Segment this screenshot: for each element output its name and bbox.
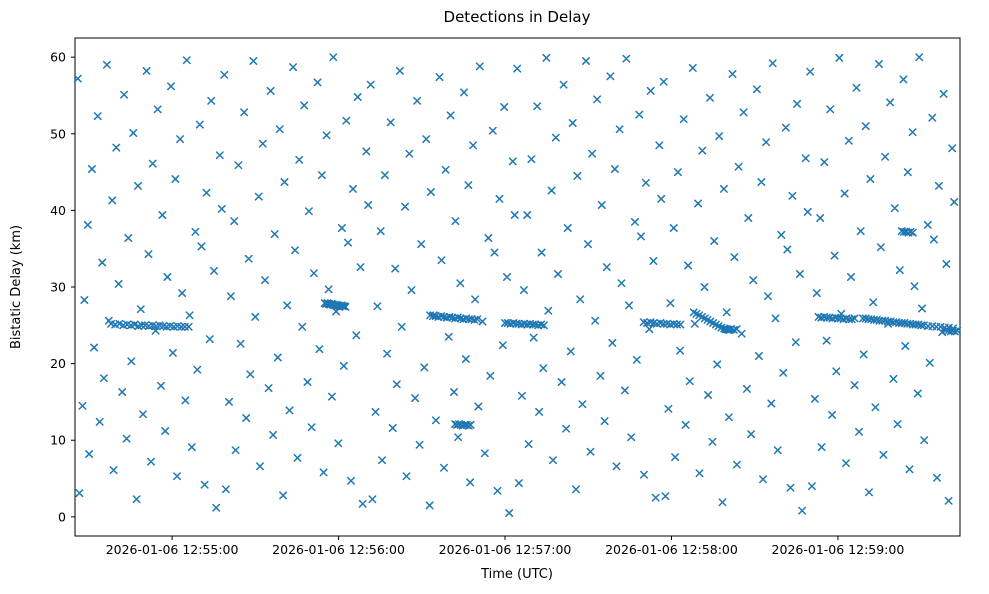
x-tick-label: 2026-01-06 12:57:00 bbox=[439, 542, 572, 557]
x-tick-label: 2026-01-06 12:55:00 bbox=[106, 542, 239, 557]
y-tick-label: 30 bbox=[50, 280, 66, 295]
y-tick-label: 0 bbox=[58, 509, 66, 524]
y-tick-label: 20 bbox=[50, 356, 66, 371]
x-tick-label: 2026-01-06 12:59:00 bbox=[772, 542, 905, 557]
x-tick-label: 2026-01-06 12:56:00 bbox=[272, 542, 405, 557]
x-axis-label: Time (UTC) bbox=[480, 567, 553, 582]
x-tick-label: 2026-01-06 12:58:00 bbox=[605, 542, 738, 557]
scatter-points bbox=[73, 53, 962, 517]
y-tick-label: 10 bbox=[50, 433, 66, 448]
y-axis-label: Bistatic Delay (km) bbox=[9, 225, 24, 349]
y-tick-label: 40 bbox=[50, 203, 66, 218]
y-tick-label: 50 bbox=[50, 126, 66, 141]
chart-title: Detections in Delay bbox=[444, 8, 591, 26]
y-tick-label: 60 bbox=[50, 50, 66, 65]
